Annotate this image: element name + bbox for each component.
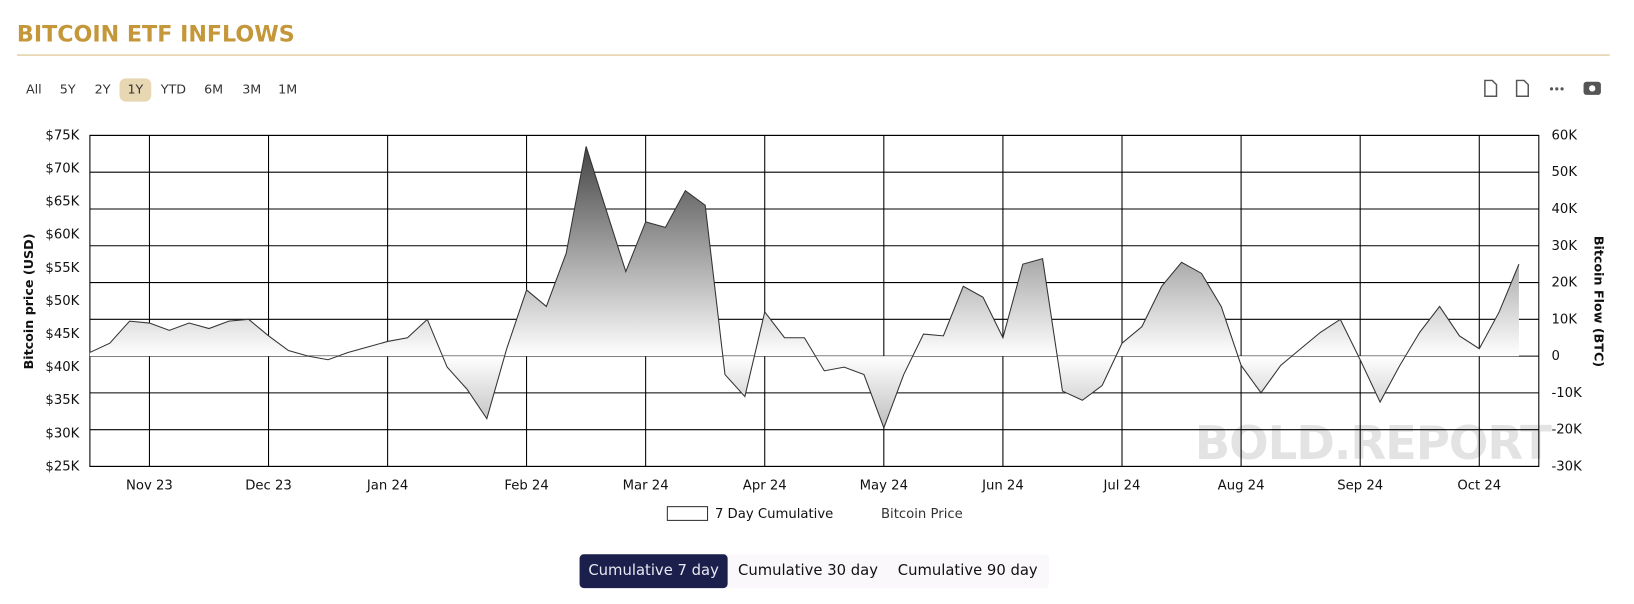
tab[interactable]: Cumulative 90 day [898, 562, 1038, 579]
toolbar-icons [1484, 79, 1601, 98]
tab-active [579, 554, 728, 589]
tab[interactable]: Cumulative 7 day [588, 562, 719, 579]
y-tick-label: $45K [45, 327, 79, 342]
legend-label[interactable]: Bitcoin Price [881, 507, 963, 522]
y-axis-label: Bitcoin price (USD) [21, 234, 36, 370]
y-tick-label: $30K [45, 426, 79, 441]
y2-tick-label: -20K [1552, 423, 1583, 438]
x-tick-label: Nov 23 [126, 478, 173, 493]
y2-axis-label: Bitcoin Flow (BTC) [1592, 236, 1607, 367]
x-tick-label: Jul 24 [1103, 478, 1141, 493]
legend-label[interactable]: 7 Day Cumulative [715, 507, 833, 522]
y2-tick-label: 30K [1552, 239, 1578, 254]
area-fill [89, 146, 1519, 428]
area-line [89, 146, 1520, 430]
y-tick-label: $40K [45, 360, 79, 375]
x-tick-label: Oct 24 [1457, 478, 1501, 493]
y2-tick-label: 40K [1552, 202, 1578, 217]
y-tick-label: $65K [45, 195, 79, 210]
y-tick-label: $75K [45, 128, 79, 143]
y2-tick-label: -30K [1552, 459, 1583, 474]
watermark: BOLD.REPORT [1195, 416, 1552, 470]
x-tick-label: Aug 24 [1218, 478, 1265, 493]
range-button[interactable]: 3M [242, 81, 261, 96]
range-button[interactable]: 1Y [127, 81, 143, 96]
range-button[interactable]: 1M [278, 81, 297, 96]
y2-tick-label: 60K [1552, 128, 1578, 143]
x-tick-label: Dec 23 [245, 478, 292, 493]
range-button-active [119, 78, 152, 102]
more-icon[interactable] [1549, 87, 1564, 91]
y2-tick-label: -10K [1552, 386, 1583, 401]
y-tick-label: $60K [45, 228, 79, 243]
x-tick-label: Sep 24 [1337, 478, 1383, 493]
range-button[interactable]: All [26, 81, 42, 96]
x-tick-label: Jan 24 [366, 478, 408, 493]
range-button[interactable]: 2Y [95, 81, 111, 96]
range-button[interactable]: YTD [160, 81, 187, 96]
tab[interactable]: Cumulative 30 day [738, 562, 878, 579]
range-button[interactable]: 5Y [60, 81, 76, 96]
y2-tick-label: 10K [1552, 312, 1578, 327]
embed-icon[interactable] [1484, 79, 1498, 98]
range-button[interactable]: 6M [204, 81, 223, 96]
y-tick-label: $25K [45, 459, 79, 474]
x-tick-label: May 24 [860, 478, 908, 493]
legend-swatch[interactable] [666, 506, 709, 521]
camera-icon[interactable] [1583, 81, 1601, 95]
y-tick-label: $50K [45, 294, 79, 309]
y-tick-label: $55K [45, 261, 79, 276]
x-tick-label: Feb 24 [504, 478, 548, 493]
y-tick-label: $35K [45, 393, 79, 408]
plot-frame [89, 134, 1540, 467]
y-tick-label: $70K [45, 162, 79, 177]
x-tick-label: Mar 24 [623, 478, 669, 493]
csv-icon[interactable] [1515, 79, 1529, 98]
y2-tick-label: 0 [1552, 349, 1560, 364]
y2-tick-label: 20K [1552, 276, 1578, 291]
page-title: BITCOIN ETF INFLOWS [17, 21, 295, 47]
y2-tick-label: 50K [1552, 165, 1578, 180]
x-tick-label: Apr 24 [743, 478, 787, 493]
x-tick-label: Jun 24 [981, 478, 1024, 493]
